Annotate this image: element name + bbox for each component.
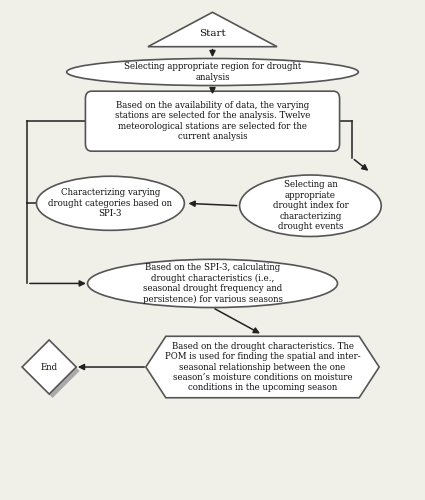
Text: Start: Start	[199, 28, 226, 38]
Text: Based on the availability of data, the varying
stations are selected for the ana: Based on the availability of data, the v…	[115, 101, 310, 141]
FancyBboxPatch shape	[85, 91, 340, 151]
Text: Selecting an
appropriate
drought index for
characterizing
drought events: Selecting an appropriate drought index f…	[272, 180, 348, 231]
Ellipse shape	[88, 260, 337, 308]
Text: Selecting appropriate region for drought
analysis: Selecting appropriate region for drought…	[124, 62, 301, 82]
Text: Based on the drought characteristics. The
POM is used for finding the spatial an: Based on the drought characteristics. Th…	[165, 342, 360, 392]
Text: End: End	[41, 362, 58, 372]
Ellipse shape	[240, 175, 381, 236]
Polygon shape	[22, 340, 76, 394]
Ellipse shape	[67, 58, 358, 86]
Polygon shape	[146, 336, 379, 398]
Polygon shape	[148, 12, 277, 46]
Text: Characterizing varying
drought categories based on
SPI-3: Characterizing varying drought categorie…	[48, 188, 173, 218]
Ellipse shape	[37, 176, 184, 231]
Text: Based on the SPI-3, calculating
drought characteristics (i.e.,
seasonal drought : Based on the SPI-3, calculating drought …	[142, 263, 283, 304]
Polygon shape	[26, 344, 79, 398]
